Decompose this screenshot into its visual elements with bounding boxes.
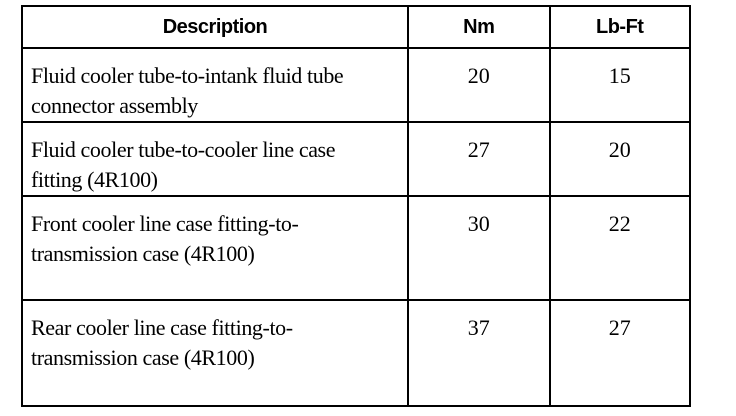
lbft-cell: 22 xyxy=(548,195,691,301)
table-row: Front cooler line case fitting-to-transm… xyxy=(21,195,691,301)
header-lbft: Lb-Ft xyxy=(548,5,691,49)
description-cell: Front cooler line case fitting-to-transm… xyxy=(21,195,409,301)
description-cell: Fluid cooler tube-to-intank fluid tube c… xyxy=(21,47,409,123)
description-cell: Fluid cooler tube-to-cooler line case fi… xyxy=(21,121,409,197)
nm-cell: 30 xyxy=(407,195,551,301)
table-row: Fluid cooler tube-to-intank fluid tube c… xyxy=(21,47,691,123)
torque-spec-table: Description Nm Lb-Ft Fluid cooler tube-t… xyxy=(21,5,691,407)
description-text: Fluid cooler tube-to-intank fluid tube c… xyxy=(31,63,344,118)
description-text: Front cooler line case fitting-to-transm… xyxy=(31,211,299,266)
description-cell: Rear cooler line case fitting-to-transmi… xyxy=(21,299,409,407)
nm-cell: 20 xyxy=(407,47,551,123)
header-row: Description Nm Lb-Ft xyxy=(21,5,691,49)
lbft-cell: 27 xyxy=(548,299,691,407)
lbft-cell: 15 xyxy=(548,47,691,123)
description-text: Fluid cooler tube-to-cooler line case fi… xyxy=(31,137,336,192)
table-row: Rear cooler line case fitting-to-transmi… xyxy=(21,299,691,407)
lbft-cell: 20 xyxy=(548,121,691,197)
table-row: Fluid cooler tube-to-cooler line case fi… xyxy=(21,121,691,197)
description-text: Rear cooler line case fitting-to-transmi… xyxy=(31,315,293,370)
nm-cell: 27 xyxy=(407,121,551,197)
nm-cell: 37 xyxy=(407,299,551,407)
header-nm: Nm xyxy=(407,5,551,49)
header-description: Description xyxy=(21,5,409,49)
